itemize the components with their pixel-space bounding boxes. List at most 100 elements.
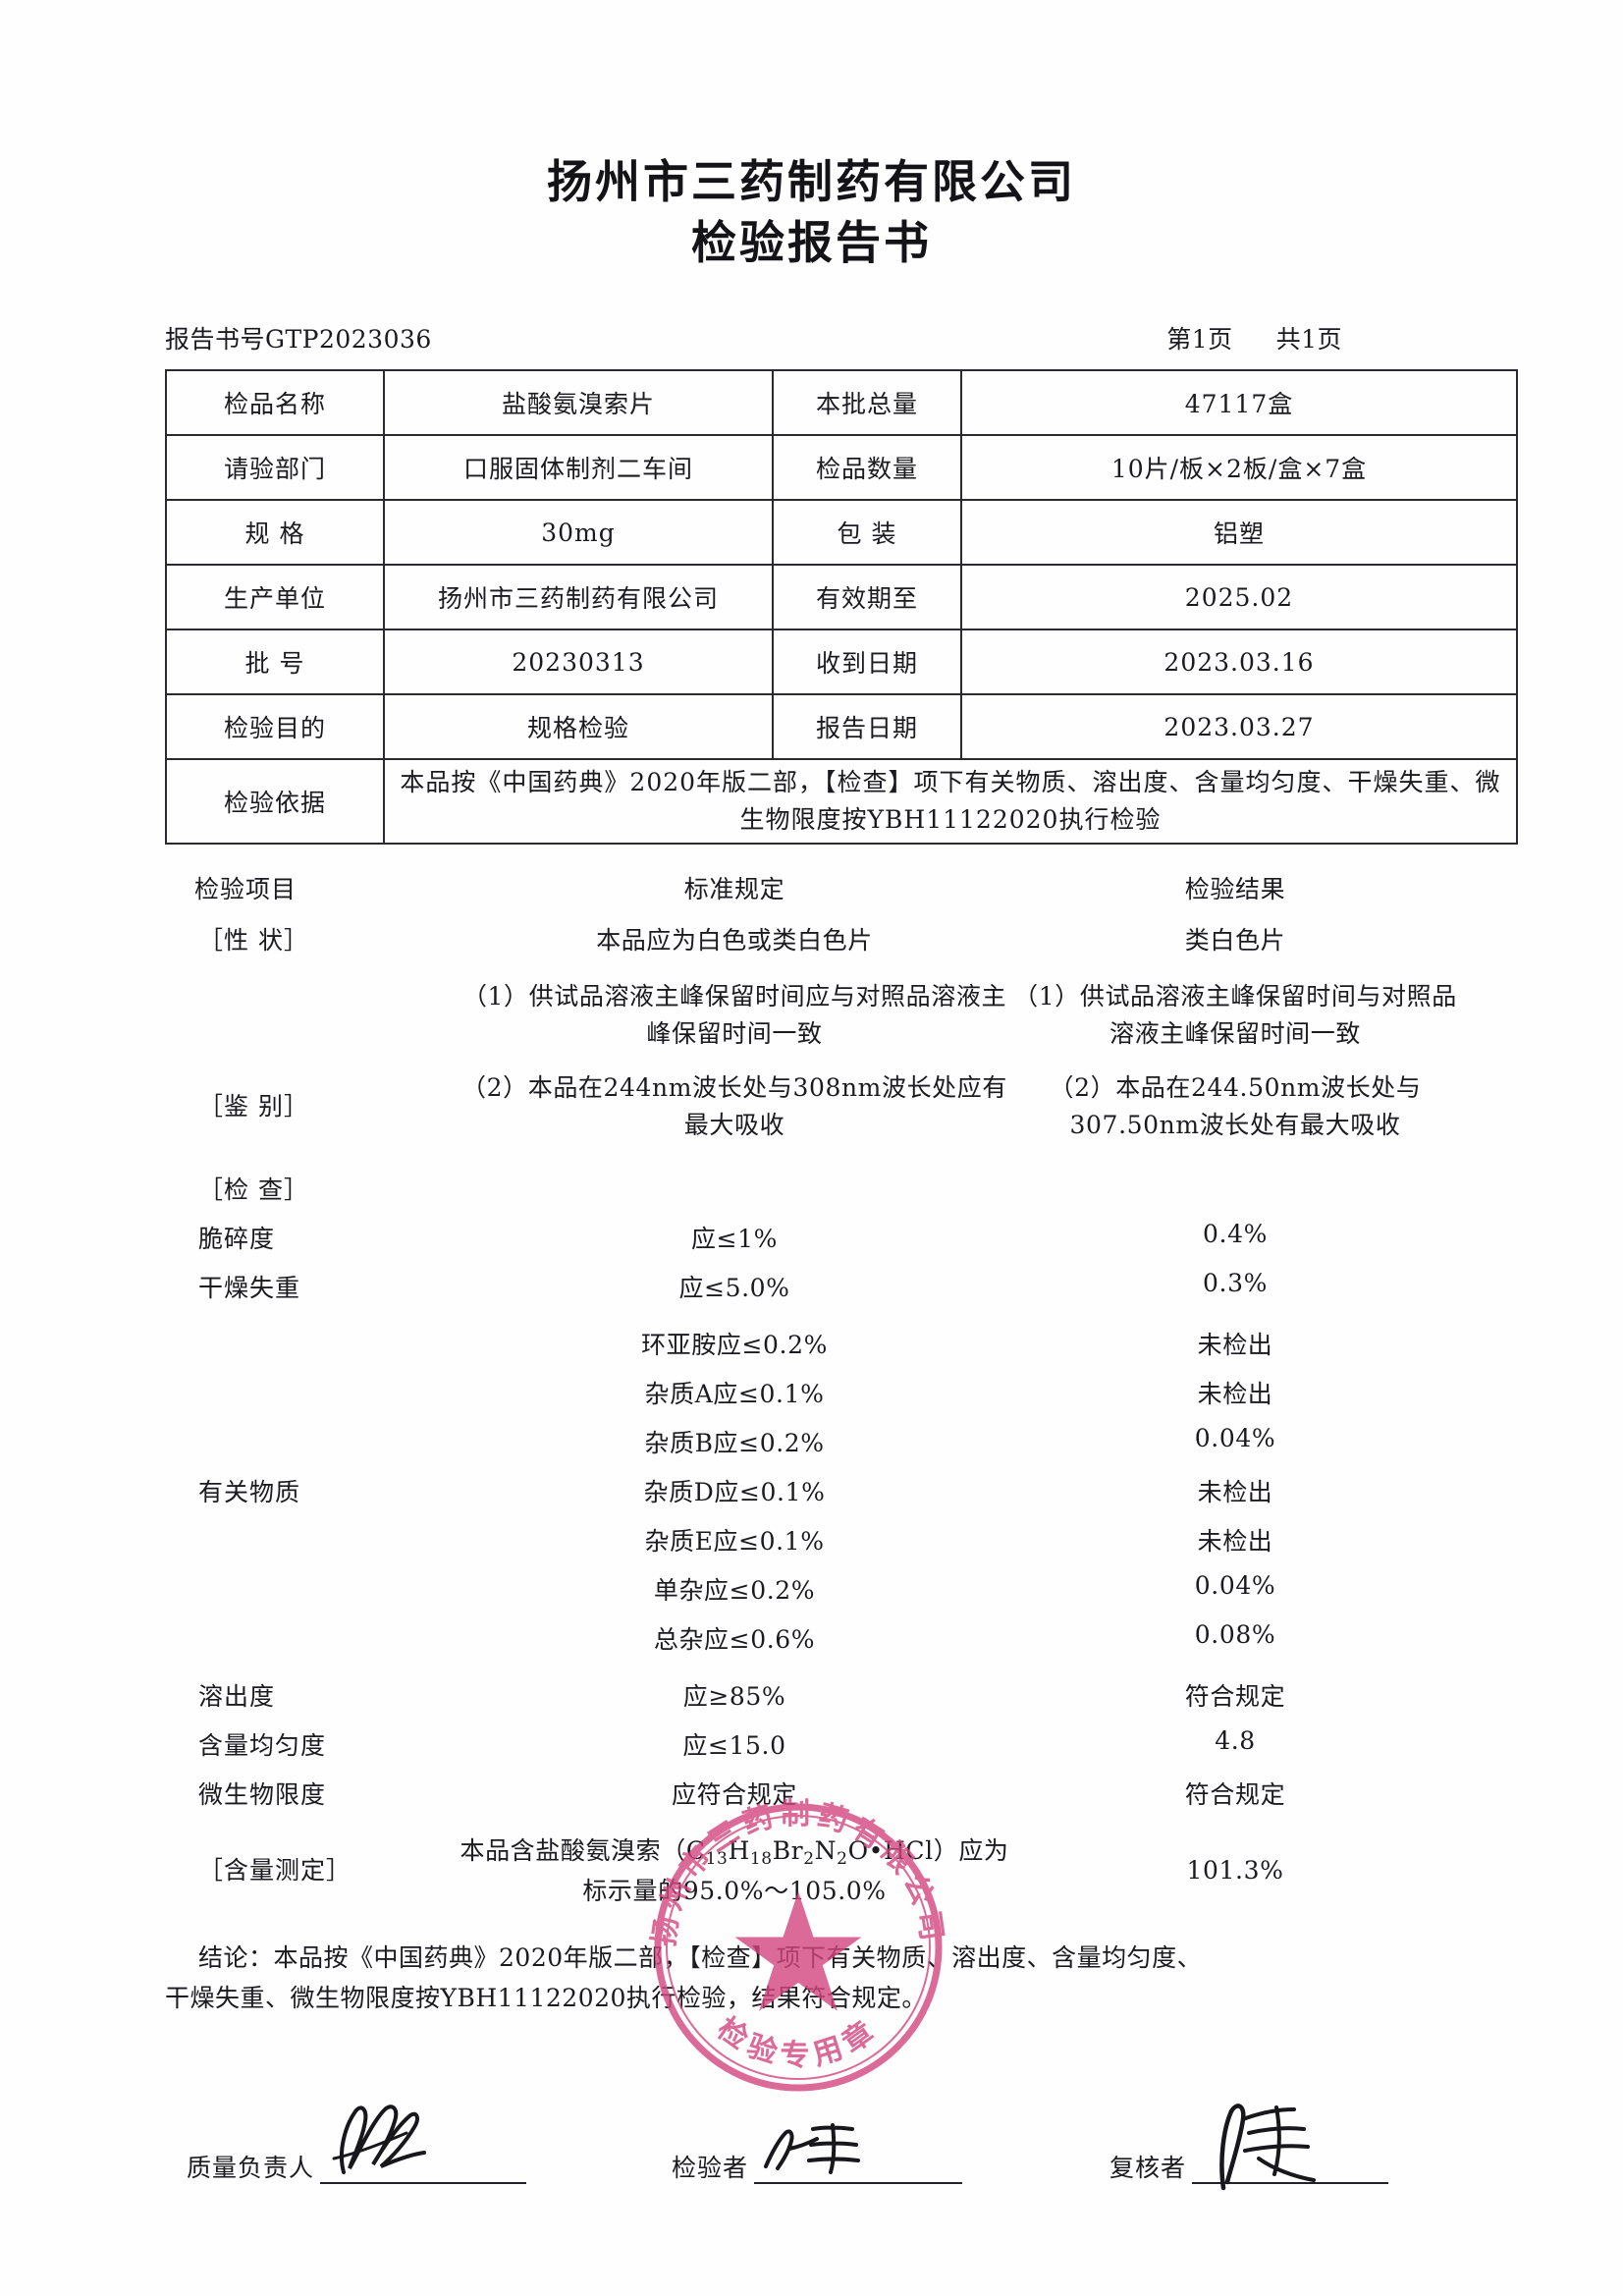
- item-standard: 应≥85%: [682, 1682, 786, 1712]
- cell-value: 2023.03.27: [960, 693, 1518, 761]
- info-table-wrap: 检品名称 盐酸氨溴索片 本批总量 47117盒 请验部门 口服固体制剂二车间 检…: [0, 369, 1623, 846]
- cell-label: 包 装: [772, 499, 962, 567]
- assay-text-post: O•HCl）应为: [847, 1836, 1009, 1866]
- company-title: 扬州市三药制药有限公司: [547, 155, 1076, 208]
- signature-line[interactable]: [320, 2153, 527, 2184]
- result-row-impurity-d: 有关物质 杂质D应≤0.1% 未检出: [165, 1473, 1461, 1508]
- item-standard: 杂质E应≤0.1%: [644, 1527, 825, 1557]
- assay-range-line: 标示量的95.0%～105.0%: [582, 1876, 887, 1905]
- item-label: 干燥失重: [198, 1274, 301, 1303]
- result-row-dissolution: 溶出度 应≥85% 符合规定: [165, 1677, 1461, 1713]
- item-standard: 环亚胺应≤0.2%: [641, 1331, 828, 1360]
- assay-formula-line: 本品含盐酸氨溴索（C13H18Br2N2O•HCl）应为: [460, 1832, 1009, 1872]
- item-result: 0.3%: [1203, 1269, 1268, 1298]
- cell-label: 生产单位: [165, 564, 385, 631]
- cell-value: 20230313: [383, 629, 774, 696]
- item-label: 微生物限度: [198, 1780, 327, 1810]
- assay-text-br: Br: [772, 1836, 804, 1866]
- item-result: 未检出: [1197, 1331, 1273, 1360]
- result-row-impurity-b: 杂质B应≤0.2% 0.04%: [165, 1424, 1461, 1459]
- table-row: 生产单位 扬州市三药制药有限公司 有效期至 2025.02: [165, 564, 1518, 631]
- signature-label: 检验者: [672, 2154, 749, 2182]
- cell-value: 2023.03.16: [960, 629, 1518, 696]
- conclusion-line-1: 结论：本品按《中国药典》2020年版二部，【检查】项下有关物质、溶出度、含量均匀…: [198, 1943, 1203, 1972]
- cell-label: 检验目的: [165, 693, 385, 761]
- cell-value: 47117盒: [960, 369, 1518, 437]
- table-row: 检验目的 规格检验 报告日期 2023.03.27: [165, 693, 1518, 761]
- item-result: 未检出: [1197, 1527, 1273, 1557]
- sample-info-table: 检品名称 盐酸氨溴索片 本批总量 47117盒 请验部门 口服固体制剂二车间 检…: [165, 369, 1518, 846]
- result-row-identification-1: （1）供试品溶液主峰保留时间应与对照品溶液主峰保留时间一致 （1）供试品溶液主峰…: [165, 978, 1461, 1052]
- signature-label: 质量负责人: [187, 2154, 315, 2182]
- svg-text:检验专用章: 检验专用章: [711, 2011, 886, 2073]
- table-row: 请验部门 口服固体制剂二车间 检品数量 10片/板×2板/盒×7盒: [165, 434, 1518, 502]
- cell-label: 本批总量: [772, 369, 962, 437]
- item-standard: 单杂应≤0.2%: [653, 1576, 816, 1606]
- item-standard: 应≤15.0: [682, 1731, 786, 1761]
- item-result: 类白色片: [1184, 926, 1286, 956]
- result-row-friability: 脆碎度 应≤1% 0.4%: [165, 1220, 1461, 1255]
- section-label-inspection: ［检 查］: [165, 1171, 1461, 1206]
- signature-quality-manager[interactable]: 质量负责人: [187, 2105, 527, 2184]
- results-header-row: 检验项目 标准规定 检验结果: [165, 870, 1461, 905]
- result-row-identification-2: ［鉴 别］ （2）本品在244nm波长处与308nm波长处应有最大吸收 （2）本…: [165, 1069, 1461, 1143]
- item-result: 101.3%: [1186, 1856, 1284, 1886]
- item-result: 0.08%: [1194, 1620, 1276, 1650]
- signature-line[interactable]: [1192, 2153, 1389, 2184]
- inspection-label: ［检 查］: [198, 1175, 309, 1205]
- result-row-microbial-limit: 微生物限度 应符合规定 符合规定: [165, 1776, 1461, 1811]
- item-standard: 杂质A应≤0.1%: [644, 1380, 825, 1409]
- item-result: （2）本品在244.50nm波长处与307.50nm波长处有最大吸收: [1049, 1073, 1422, 1139]
- item-label: 含量均匀度: [198, 1731, 327, 1761]
- signature-inspector[interactable]: 检验者: [672, 2123, 963, 2184]
- cell-value: 10片/板×2板/盒×7盒: [960, 434, 1518, 502]
- stamp-bottom-text: 检验专用章: [711, 2011, 879, 2073]
- report-number: 报告书号GTP2023036: [165, 325, 432, 355]
- assay-sub-13: 13: [705, 1849, 729, 1869]
- item-standard: 应符合规定: [671, 1780, 797, 1810]
- page-total: 共1页: [1275, 325, 1342, 355]
- result-row-content-uniformity: 含量均匀度 应≤15.0 4.8: [165, 1726, 1461, 1762]
- item-label: ［含量测定］: [198, 1856, 352, 1886]
- signature-line[interactable]: [754, 2153, 963, 2184]
- cell-value: 30mg: [383, 499, 774, 567]
- table-row: 批 号 20230313 收到日期 2023.03.16: [165, 629, 1518, 696]
- table-row-basis: 检验依据 本品按《中国药典》2020年版二部，【检查】项下有关物质、溶出度、含量…: [165, 758, 1518, 846]
- item-standard: （2）本品在244nm波长处与308nm波长处应有最大吸收: [461, 1073, 1007, 1139]
- conclusion-section: 结论：本品按《中国药典》2020年版二部，【检查】项下有关物质、溶出度、含量均匀…: [0, 1909, 1623, 2018]
- item-label: ［性 状］: [198, 926, 309, 956]
- item-standard: 应≤5.0%: [678, 1274, 790, 1303]
- item-standard-assay: 本品含盐酸氨溴索（C13H18Br2N2O•HCl）应为 标示量的95.0%～1…: [460, 1832, 1009, 1909]
- document-title-block: 扬州市三药制药有限公司 检验报告书: [0, 152, 1623, 273]
- item-standard: 杂质B应≤0.2%: [644, 1429, 825, 1458]
- cell-label: 收到日期: [772, 629, 962, 696]
- cell-value: 2025.02: [960, 564, 1518, 631]
- cell-label: 检品数量: [772, 434, 962, 502]
- item-result: 未检出: [1197, 1380, 1273, 1409]
- result-row-impurity-e: 杂质E应≤0.1% 未检出: [165, 1522, 1461, 1558]
- col-header-item: 检验项目: [194, 875, 298, 904]
- test-results-section: 检验项目 标准规定 检验结果 ［性 状］ 本品应为白色或类白色片 类白色片 （1…: [0, 845, 1623, 1909]
- assay-text-pre: 本品含盐酸氨溴索（C: [460, 1836, 706, 1866]
- page-current: 第1页: [1166, 325, 1233, 355]
- result-row-total-impurity: 总杂应≤0.6% 0.08%: [165, 1620, 1461, 1656]
- item-label: 脆碎度: [198, 1225, 276, 1254]
- item-label-related-substances: 有关物质: [198, 1478, 301, 1507]
- report-title: 检验报告书: [691, 215, 932, 269]
- result-row-character: ［性 状］ 本品应为白色或类白色片 类白色片: [165, 921, 1461, 957]
- item-result: 0.4%: [1203, 1220, 1268, 1249]
- assay-sub-2b: 2: [837, 1849, 848, 1869]
- cell-value: 盐酸氨溴索片: [383, 369, 774, 437]
- cell-label: 检验依据: [165, 758, 385, 846]
- item-label: ［鉴 别］: [198, 1092, 309, 1121]
- cell-label: 请验部门: [165, 434, 385, 502]
- item-standard: （1）供试品溶液主峰保留时间应与对照品溶液主峰保留时间一致: [461, 982, 1007, 1048]
- result-row-assay: ［含量测定］ 本品含盐酸氨溴索（C13H18Br2N2O•HCl）应为 标示量的…: [165, 1832, 1461, 1909]
- signature-row: 质量负责人 检验者 复核者: [165, 2104, 1461, 2191]
- cell-label: 报告日期: [772, 693, 962, 761]
- item-result: 0.04%: [1194, 1571, 1276, 1601]
- signature-reviewer[interactable]: 复核者: [1109, 2104, 1389, 2191]
- item-result: 未检出: [1197, 1478, 1273, 1507]
- cell-value: 口服固体制剂二车间: [383, 434, 774, 502]
